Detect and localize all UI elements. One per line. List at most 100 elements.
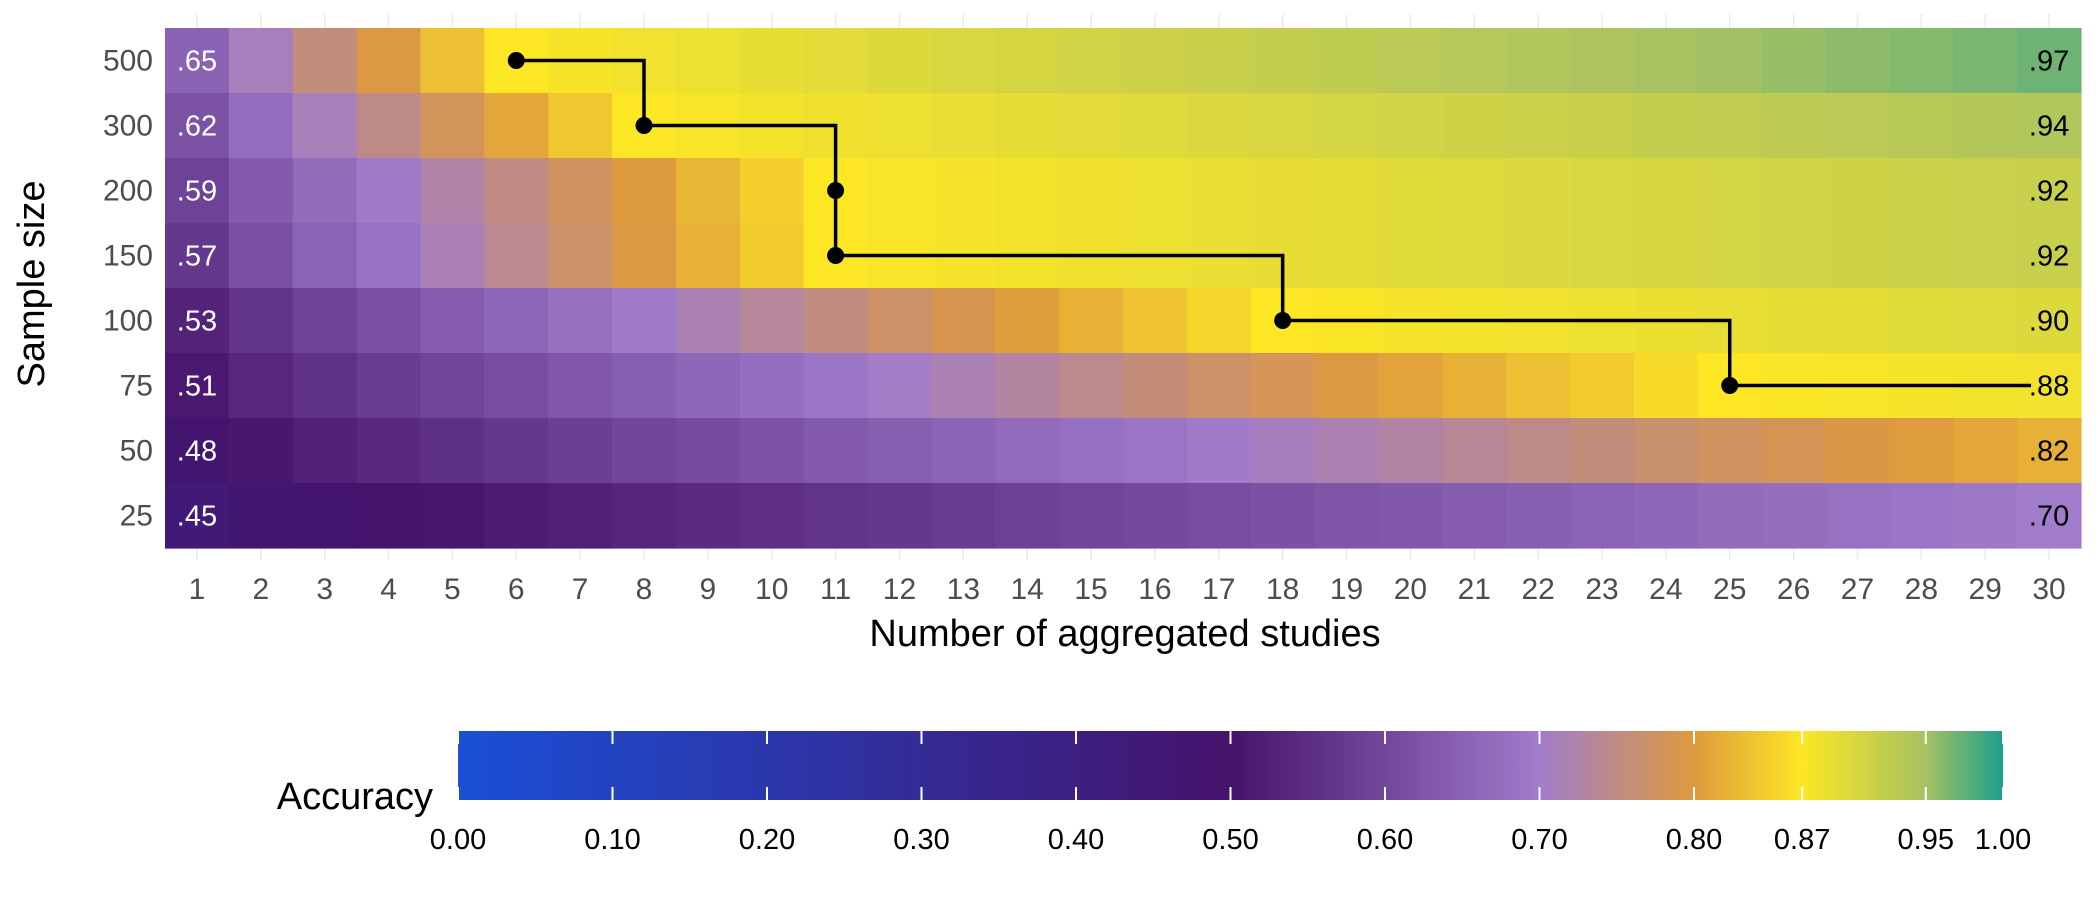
heatmap-cell [1442, 223, 1507, 289]
heatmap-cell [739, 483, 805, 549]
x-tick-label: 8 [636, 573, 653, 606]
heatmap-cell [228, 28, 294, 94]
cell-label-last: .70 [2029, 501, 2069, 533]
heatmap-cell [1570, 93, 1635, 159]
heatmap-cell [1570, 158, 1635, 224]
legend-tick-label: 0.80 [1666, 824, 1722, 856]
heatmap-cell [1314, 418, 1380, 484]
heatmap-cell [995, 483, 1060, 549]
heatmap-cell [1186, 158, 1252, 224]
heatmap-cell [548, 353, 613, 419]
heatmap-cell [1825, 158, 1890, 224]
heatmap-cell [1442, 353, 1507, 419]
heatmap-cell [1506, 353, 1571, 419]
heatmap-cell [867, 288, 932, 354]
legend-tick-label: 0.50 [1202, 824, 1258, 856]
heatmap-cell [228, 223, 294, 289]
y-tick-label: 50 [120, 435, 153, 468]
x-tick-label: 1 [189, 573, 206, 606]
heatmap-cell [1442, 93, 1507, 159]
heatmap-cell [484, 483, 549, 549]
heatmap-cell [1953, 93, 2018, 159]
cell-label-first: .53 [177, 306, 217, 338]
heatmap-cell [165, 288, 230, 354]
legend-tick-label: 0.20 [739, 824, 795, 856]
heatmap-cell [675, 353, 741, 419]
heatmap-cell [1761, 418, 1827, 484]
y-tick-label: 100 [103, 305, 153, 338]
heatmap-cell [548, 93, 613, 159]
heatmap-cell [228, 158, 294, 224]
heatmap-cell [292, 353, 358, 419]
heatmap-cell [1697, 158, 1763, 224]
legend-tick-label: 1.00 [1975, 824, 2031, 856]
heatmap-cell [1314, 483, 1380, 549]
legend-tick-label: 0.40 [1048, 824, 1104, 856]
y-axis-title: Sample size [11, 181, 53, 388]
heatmap-cell [675, 158, 741, 224]
heatmap-cell [1825, 418, 1890, 484]
heatmap-cell [1378, 353, 1443, 419]
heatmap-cell [292, 483, 358, 549]
heatmap-cell [1442, 483, 1507, 549]
heatmap-cell [1570, 418, 1635, 484]
threshold-point [827, 247, 845, 264]
heatmap-cell [1633, 93, 1699, 159]
heatmap-cell [484, 418, 549, 484]
heatmap-cell [1506, 158, 1571, 224]
heatmap-cell [2017, 93, 2082, 159]
heatmap-cell [1953, 223, 2018, 289]
heatmap-cell [867, 483, 932, 549]
cell-label-last: .92 [2029, 241, 2069, 273]
heatmap-cell [1825, 223, 1890, 289]
heatmap-cell [420, 158, 485, 224]
heatmap-cell [1570, 28, 1635, 94]
legend-tick-label: 0.10 [584, 824, 640, 856]
x-tick-label: 13 [947, 573, 980, 606]
heatmap-cell [1953, 418, 2018, 484]
heatmap-cell [931, 28, 996, 94]
heatmap-cell [2017, 288, 2082, 354]
x-axis-title: Number of aggregated studies [869, 613, 1380, 655]
heatmap-cell [1123, 93, 1188, 159]
heatmap-cell [484, 288, 549, 354]
heatmap-cell [612, 223, 677, 289]
heatmap-cell [1059, 288, 1124, 354]
heatmap-cell [739, 223, 805, 289]
heatmap-cell [228, 483, 294, 549]
cell-label-first: .45 [177, 501, 217, 533]
heatmap-cell [675, 418, 741, 484]
cell-label-first: .57 [177, 241, 217, 273]
heatmap-cell [165, 28, 230, 94]
cell-label-last: .92 [2029, 176, 2069, 208]
heatmap-cell [1570, 353, 1635, 419]
cell-label-last: .97 [2029, 46, 2069, 78]
heatmap-cell [292, 418, 358, 484]
heatmap-cell [1506, 483, 1571, 549]
threshold-point [1274, 312, 1292, 329]
heatmap-cell [739, 353, 805, 419]
heatmap-cell [1889, 93, 1954, 159]
heatmap-cell [1250, 93, 1316, 159]
heatmap-cell [420, 223, 485, 289]
heatmap-cell [803, 353, 869, 419]
heatmap-cell [1186, 353, 1252, 419]
heatmap-cell [228, 288, 294, 354]
heatmap-cell [1953, 28, 2018, 94]
heatmap-cell [867, 28, 932, 94]
cell-label-first: .65 [177, 46, 217, 78]
heatmap-cell [2017, 28, 2082, 94]
cell-label-last: .94 [2029, 111, 2069, 143]
heatmap-cell [228, 418, 294, 484]
heatmap-cell [1697, 28, 1763, 94]
heatmap-cell [1825, 483, 1890, 549]
legend-tick-label: 0.95 [1898, 824, 1954, 856]
heatmap-cell [1633, 353, 1699, 419]
heatmap-cell [1059, 353, 1124, 419]
heatmap-cell [1697, 93, 1763, 159]
legend-tick-label: 0.70 [1511, 824, 1567, 856]
heatmap-cell [484, 93, 549, 159]
heatmap-cell [867, 158, 932, 224]
heatmap-cell [1314, 223, 1380, 289]
heatmap-cell [995, 28, 1060, 94]
